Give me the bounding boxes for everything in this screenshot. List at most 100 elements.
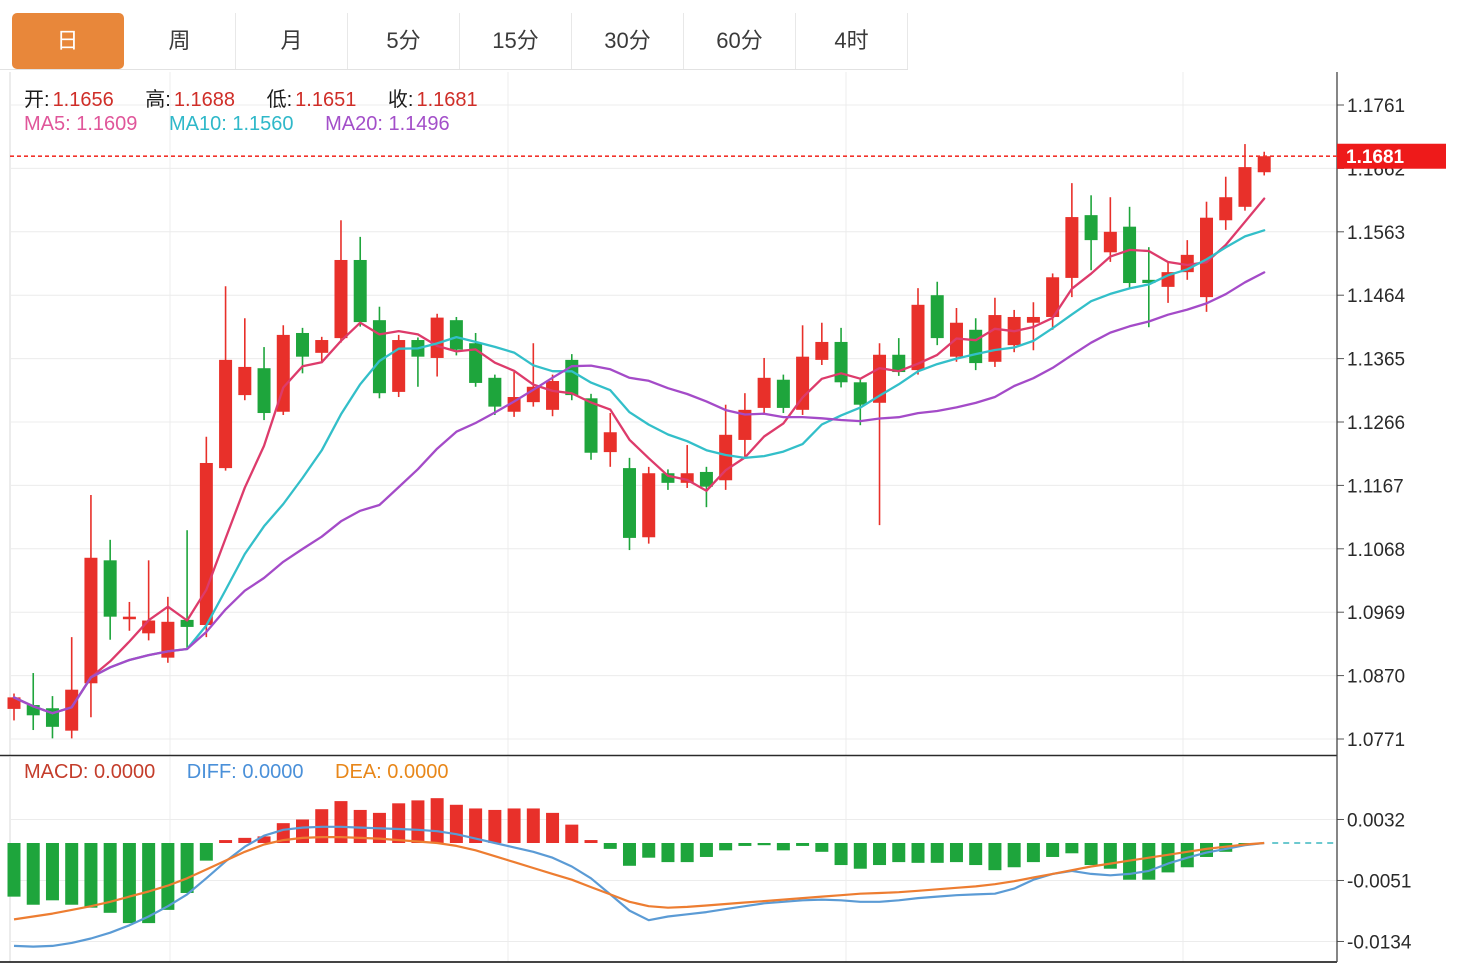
candle-body <box>642 473 656 538</box>
close-value: 1.1681 <box>416 89 478 111</box>
candle-body <box>257 368 271 414</box>
candle-body <box>296 332 310 357</box>
candle-body <box>1238 167 1252 207</box>
macd-bar <box>199 843 213 861</box>
tab-60min[interactable]: 60分 <box>684 13 796 69</box>
candle-body <box>180 619 194 627</box>
ma20-item: MA20: 1.1496 <box>325 113 450 135</box>
price-axis-label: 1.0870 <box>1347 667 1405 688</box>
candle-body <box>449 320 463 350</box>
macd-bar <box>603 843 617 849</box>
price-axis-label: 1.1068 <box>1347 540 1405 561</box>
macd-bar <box>103 843 117 913</box>
macd-bar <box>680 843 694 863</box>
current-price-tag-value: 1.1681 <box>1346 147 1405 168</box>
candle-body <box>853 382 867 405</box>
candle-body <box>699 471 713 487</box>
low-value: 1.1651 <box>295 89 357 111</box>
macd-bar <box>1065 843 1079 854</box>
candle-body <box>757 377 771 408</box>
price-axis-label: 1.1761 <box>1347 96 1405 117</box>
tab-15min[interactable]: 15分 <box>460 13 572 69</box>
macd-bar <box>45 843 59 901</box>
dea-label: DEA: <box>335 761 382 783</box>
ohlc-legend: 开: 1.1656 高: 1.1688 低: 1.1651 收: 1.1681 <box>24 83 504 112</box>
candle-body <box>873 354 887 403</box>
candle-body <box>603 432 617 453</box>
macd-bar <box>122 843 136 924</box>
macd-bar <box>719 843 733 851</box>
tab-4hour[interactable]: 4时 <box>796 13 908 69</box>
candle-body <box>622 468 636 538</box>
price-axis-label: 1.1167 <box>1347 476 1404 497</box>
high-label: 高: <box>145 89 171 111</box>
candle-body <box>353 259 367 323</box>
ma10-value: 1.1560 <box>232 113 294 135</box>
macd-axis-label: -0.0134 <box>1347 932 1412 953</box>
macd-bar <box>411 800 425 843</box>
tab-30min[interactable]: 30分 <box>572 13 684 69</box>
macd-bar <box>1046 843 1060 857</box>
price-axis-label: 1.1365 <box>1347 350 1405 371</box>
candle-body <box>334 259 348 339</box>
price-axis-label: 1.1266 <box>1347 413 1405 434</box>
candle-body <box>776 379 790 408</box>
candle-body <box>1142 279 1156 284</box>
dea-item: DEA: 0.0000 <box>335 761 448 783</box>
high-value: 1.1688 <box>173 89 236 111</box>
ma10-item: MA10: 1.1560 <box>169 113 294 135</box>
candle-body <box>84 557 98 684</box>
candle-body <box>796 356 810 410</box>
macd-bar <box>757 843 771 846</box>
macd-bar <box>930 843 944 863</box>
macd-bar <box>1142 843 1156 880</box>
candle-body <box>315 340 329 353</box>
macd-axis-label: 0.0032 <box>1347 810 1405 831</box>
dea-value: 0.0000 <box>387 761 449 783</box>
macd-bar <box>776 843 790 851</box>
tab-5min[interactable]: 5分 <box>348 13 460 69</box>
macd-bar <box>834 843 848 866</box>
macd-bar <box>449 804 463 843</box>
low-label: 低: <box>266 89 293 111</box>
candle-body <box>1123 226 1137 284</box>
macd-bar <box>815 843 829 852</box>
ma20-label: MA20: <box>325 113 383 135</box>
candle-body <box>219 359 233 469</box>
ma5-line <box>12 197 1266 715</box>
macd-bar <box>65 843 79 905</box>
macd-bar <box>546 812 560 843</box>
close-pair: 收: 1.1681 <box>388 89 478 111</box>
candle-body <box>238 366 252 396</box>
tab-day[interactable]: 日 <box>12 13 124 69</box>
macd-bar <box>661 843 675 863</box>
macd-bar <box>622 843 636 866</box>
candle-body <box>430 317 444 358</box>
candle-body <box>1046 277 1060 317</box>
ma10-label: MA10: <box>168 113 227 135</box>
timeframe-tabbar: 日周月 5分 15分 30分 60分 4时 <box>0 0 908 70</box>
dea-line <box>13 835 1265 921</box>
macd-value: 0.0000 <box>94 761 156 783</box>
candle-body <box>661 473 675 483</box>
candle-body <box>738 409 752 440</box>
macd-bar <box>526 808 540 843</box>
ma-legend: MA5: 1.1609 MA10: 1.1560 MA20: 1.1496 <box>24 113 476 136</box>
candle-body <box>969 329 983 364</box>
macd-bar <box>1084 843 1098 866</box>
candle-body <box>65 689 79 731</box>
macd-bar <box>219 840 233 843</box>
candle-body <box>1065 217 1079 278</box>
candle-body <box>276 334 290 412</box>
tab-month[interactable]: 月 <box>236 13 348 69</box>
candle-body <box>161 621 175 658</box>
tab-week[interactable]: 周 <box>124 13 236 69</box>
candle-body <box>584 398 598 453</box>
macd-label: MACD: <box>24 761 89 783</box>
high-pair: 高: 1.1688 <box>145 89 235 111</box>
macd-bar <box>738 843 752 846</box>
candle-body <box>1103 231 1117 253</box>
diff-value: 0.0000 <box>242 761 304 783</box>
ma20-line <box>12 271 1266 715</box>
